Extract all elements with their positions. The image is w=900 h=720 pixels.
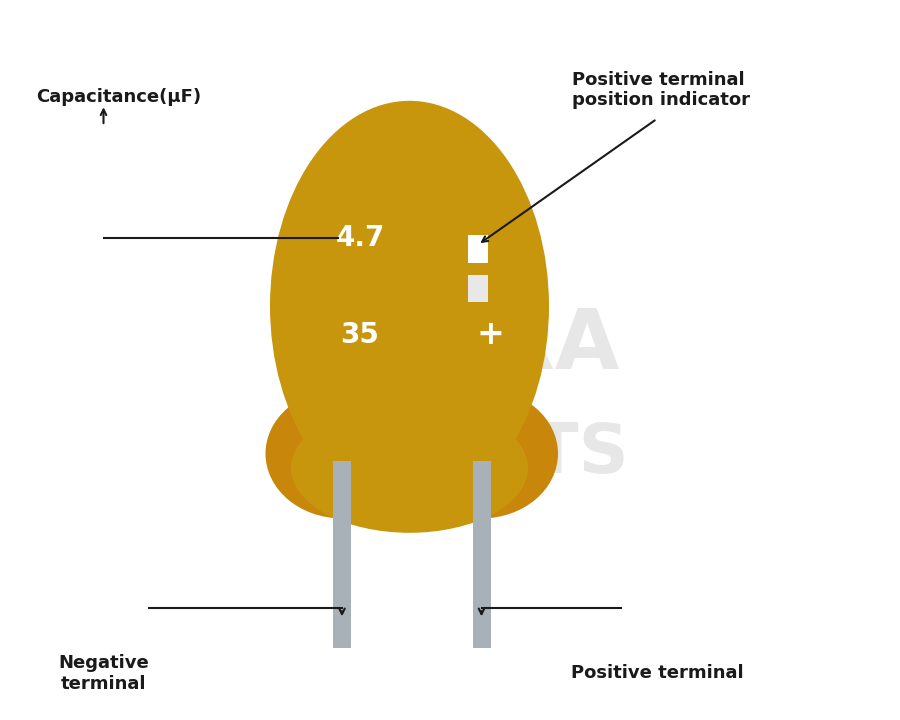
Text: CiRCUiTS: CiRCUiTS xyxy=(271,420,629,487)
Text: 35: 35 xyxy=(340,321,380,348)
Bar xyxy=(468,235,488,263)
Text: +: + xyxy=(477,318,504,351)
Ellipse shape xyxy=(270,101,549,511)
Text: Negative
terminal: Negative terminal xyxy=(58,654,148,693)
Ellipse shape xyxy=(405,389,558,518)
Polygon shape xyxy=(304,396,520,518)
Text: 4.7: 4.7 xyxy=(336,224,384,251)
Text: SiERRA: SiERRA xyxy=(281,305,619,386)
Bar xyxy=(472,461,490,648)
Ellipse shape xyxy=(291,403,528,533)
Bar xyxy=(333,461,351,648)
Text: Capacitance(μF): Capacitance(μF) xyxy=(36,89,201,107)
Ellipse shape xyxy=(266,389,418,518)
Text: Positive terminal: Positive terminal xyxy=(571,664,743,683)
Bar xyxy=(468,275,488,302)
Text: Positive terminal
position indicator: Positive terminal position indicator xyxy=(572,71,750,109)
